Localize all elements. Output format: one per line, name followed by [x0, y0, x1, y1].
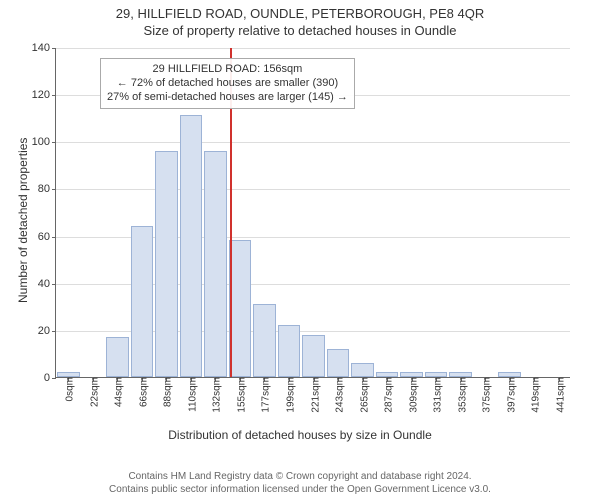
xtick-label: 419sqm — [527, 377, 542, 413]
title-main: 29, HILLFIELD ROAD, OUNDLE, PETERBOROUGH… — [0, 0, 600, 21]
xtick-label: 132sqm — [208, 377, 223, 413]
xtick-label: 397sqm — [502, 377, 517, 413]
xtick-label: 309sqm — [404, 377, 419, 413]
xtick-label: 353sqm — [453, 377, 468, 413]
xtick-label: 44sqm — [110, 377, 125, 407]
annotation-line: ← 72% of detached houses are smaller (39… — [107, 77, 348, 91]
bar — [253, 304, 276, 377]
xtick-label: 287sqm — [380, 377, 395, 413]
xtick-label: 110sqm — [183, 377, 198, 412]
xtick-label: 22sqm — [85, 377, 100, 407]
xtick-label: 441sqm — [551, 377, 566, 413]
xtick-label: 265sqm — [355, 377, 370, 413]
y-axis-label: Number of detached properties — [16, 138, 30, 303]
x-axis-label: Distribution of detached houses by size … — [0, 428, 600, 442]
xtick-label: 155sqm — [232, 377, 247, 413]
footer-line: Contains HM Land Registry data © Crown c… — [0, 471, 600, 484]
xtick-label: 88sqm — [159, 377, 174, 407]
annotation-line: 29 HILLFIELD ROAD: 156sqm — [107, 63, 348, 77]
bar — [229, 240, 252, 377]
bar — [327, 349, 350, 377]
xtick-label: 0sqm — [61, 377, 76, 401]
bar — [278, 325, 301, 377]
footer-line: Contains public sector information licen… — [0, 484, 600, 497]
bar — [131, 226, 154, 377]
footer: Contains HM Land Registry data © Crown c… — [0, 471, 600, 496]
ytick-label: 20 — [38, 325, 56, 337]
bar — [155, 151, 178, 377]
annotation-box: 29 HILLFIELD ROAD: 156sqm ← 72% of detac… — [100, 58, 355, 109]
ytick-label: 40 — [38, 278, 56, 290]
chart-container: 29, HILLFIELD ROAD, OUNDLE, PETERBOROUGH… — [0, 0, 600, 500]
gridline — [56, 189, 570, 190]
ytick-label: 0 — [44, 372, 56, 384]
bar — [351, 363, 374, 377]
xtick-label: 177sqm — [257, 377, 272, 413]
ytick-label: 80 — [38, 183, 56, 195]
xtick-label: 375sqm — [478, 377, 493, 413]
gridline — [56, 48, 570, 49]
gridline — [56, 142, 570, 143]
ytick-label: 100 — [32, 136, 56, 148]
xtick-label: 243sqm — [331, 377, 346, 413]
ytick-label: 120 — [32, 89, 56, 101]
bar — [204, 151, 227, 377]
title-sub: Size of property relative to detached ho… — [0, 21, 600, 38]
xtick-label: 221sqm — [306, 377, 321, 413]
xtick-label: 66sqm — [134, 377, 149, 407]
ytick-label: 60 — [38, 231, 56, 243]
bar — [106, 337, 129, 377]
annotation-line: 27% of semi-detached houses are larger (… — [107, 91, 348, 105]
xtick-label: 199sqm — [281, 377, 296, 413]
xtick-label: 331sqm — [429, 377, 444, 413]
ytick-label: 140 — [32, 42, 56, 54]
bar — [302, 335, 325, 377]
bar — [180, 115, 203, 377]
